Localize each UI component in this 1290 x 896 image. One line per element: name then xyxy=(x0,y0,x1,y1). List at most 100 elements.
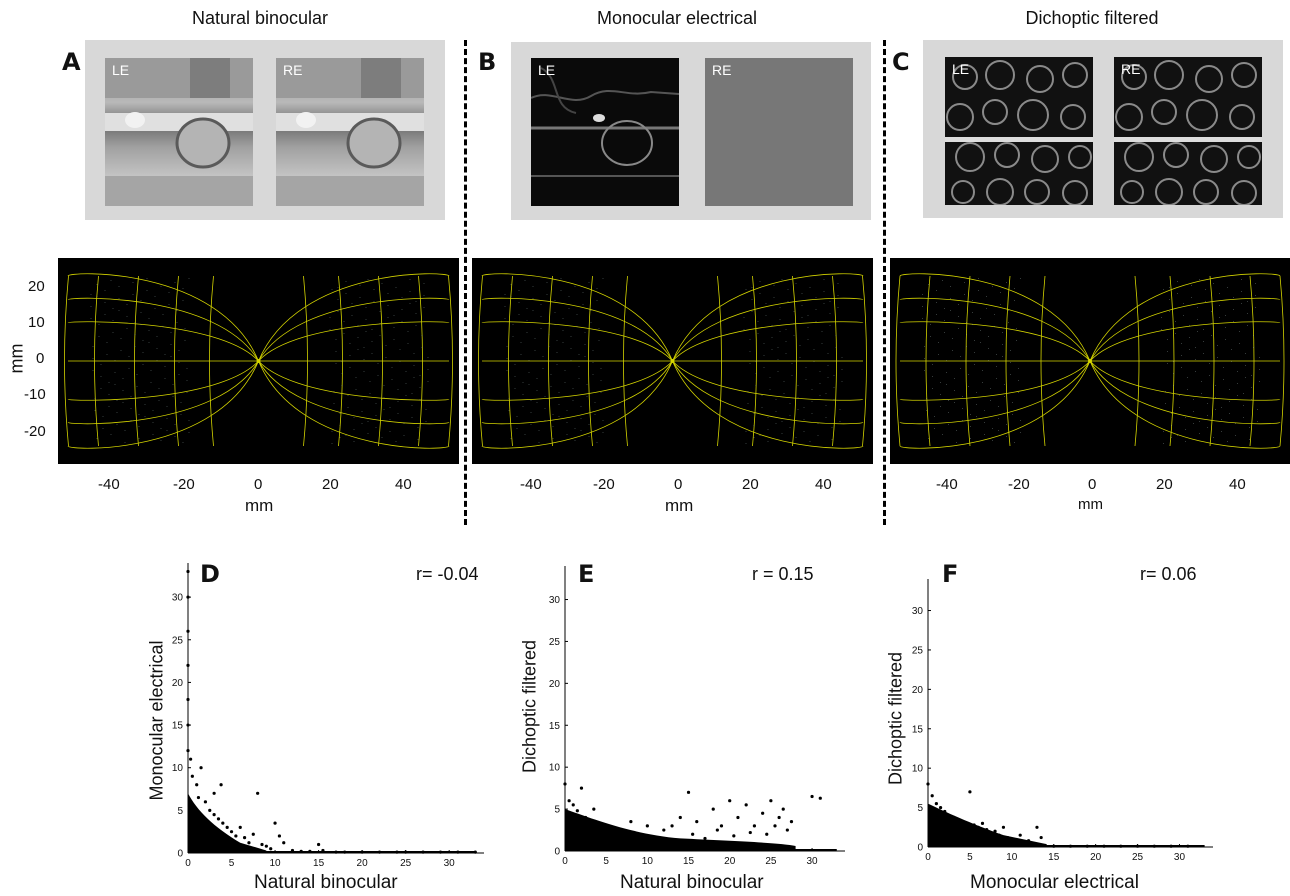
x-tick-label: 20 xyxy=(724,856,736,867)
map-speckle-dot xyxy=(132,294,134,295)
map-speckle-dot xyxy=(580,430,582,431)
map-speckle-dot xyxy=(504,318,506,319)
scatter-point xyxy=(404,850,408,854)
map-speckle-dot xyxy=(178,362,180,363)
map-speckle-dot xyxy=(520,342,522,343)
map-speckle-dot xyxy=(811,413,813,414)
map-x-tick: 40 xyxy=(815,476,832,493)
map-speckle-dot xyxy=(524,434,526,435)
map-speckle-dot xyxy=(928,438,929,439)
map-speckle-dot xyxy=(602,432,604,433)
map-speckle-dot xyxy=(974,364,975,365)
map-speckle-dot xyxy=(180,402,182,403)
map-speckle-dot xyxy=(399,349,401,350)
map-speckle-dot xyxy=(990,400,991,401)
map-speckle-dot xyxy=(526,332,528,333)
map-speckle-dot xyxy=(837,307,839,308)
map-speckle-dot xyxy=(1227,287,1228,288)
scatter-point xyxy=(290,848,295,853)
map-speckle-dot xyxy=(102,416,104,417)
map-speckle-dot xyxy=(757,333,759,334)
map-speckle-dot xyxy=(1181,367,1182,368)
map-x-tick: 0 xyxy=(254,476,263,493)
map-center-point xyxy=(1088,359,1092,363)
map-speckle-dot xyxy=(134,334,136,335)
map-speckle-dot xyxy=(745,431,747,432)
map-speckle-dot xyxy=(942,280,943,281)
map-speckle-dot xyxy=(558,404,560,405)
map-speckle-dot xyxy=(813,361,815,362)
map-speckle-dot xyxy=(337,287,339,288)
map-speckle-dot xyxy=(922,294,923,295)
map-speckle-dot xyxy=(534,338,536,339)
map-speckle-dot xyxy=(998,406,999,407)
map-speckle-dot xyxy=(767,429,769,430)
map-speckle-dot xyxy=(785,329,787,330)
map-speckle-dot xyxy=(554,312,556,313)
map-speckle-dot xyxy=(122,390,124,391)
map-speckle-dot xyxy=(1229,413,1230,414)
map-speckle-dot xyxy=(980,318,981,319)
map-speckle-dot xyxy=(186,380,188,381)
scatter-point xyxy=(736,815,740,820)
map-speckle-dot xyxy=(401,297,403,298)
map-eccentricity-line xyxy=(792,275,797,447)
map-speckle-dot xyxy=(1167,339,1168,340)
scatter-point xyxy=(1085,844,1089,848)
map-speckle-dot xyxy=(938,354,939,355)
map-speckle-dot xyxy=(516,428,518,429)
scatter-point xyxy=(938,805,943,810)
map-speckle-dot xyxy=(777,359,779,360)
scatter-point xyxy=(208,808,212,812)
map-speckle-dot xyxy=(566,422,568,423)
map-speckle-dot xyxy=(538,430,540,431)
map-speckle-dot xyxy=(767,441,769,442)
map-speckle-dot xyxy=(992,428,993,429)
map-grid-arc xyxy=(67,360,259,449)
map-speckle-dot xyxy=(755,361,757,362)
map-speckle-dot xyxy=(950,286,951,287)
map-speckle-dot xyxy=(992,440,993,441)
map-grid-arc xyxy=(481,360,673,401)
scatter-point xyxy=(264,844,268,848)
map-speckle-dot xyxy=(512,336,514,337)
map-speckle-dot xyxy=(1185,417,1186,418)
map-speckle-dot xyxy=(104,302,106,303)
map-speckle-dot xyxy=(540,304,542,305)
map-speckle-dot xyxy=(600,392,602,393)
map-speckle-dot xyxy=(1255,295,1256,296)
map-speckle-dot xyxy=(1237,383,1238,384)
map-speckle-dot xyxy=(1169,299,1170,300)
scatter-point xyxy=(930,794,934,798)
map-speckle-dot xyxy=(142,340,144,341)
map-speckle-dot xyxy=(359,297,361,298)
map-speckle-dot xyxy=(1225,315,1226,316)
map-speckle-dot xyxy=(367,433,369,434)
map-speckle-dot xyxy=(970,414,971,415)
map-speckle-dot xyxy=(833,387,835,388)
map-speckle-dot xyxy=(1004,396,1005,397)
scatter-point xyxy=(732,834,736,838)
map-speckle-dot xyxy=(813,349,815,350)
map-speckle-dot xyxy=(1010,362,1011,363)
map-speckle-dot xyxy=(367,279,369,280)
map-x-tick: -20 xyxy=(173,476,195,493)
map-speckle-dot xyxy=(552,426,554,427)
scatter-point xyxy=(199,766,203,770)
map-speckle-dot xyxy=(749,351,751,352)
scatter-point xyxy=(588,820,592,824)
map-speckle-dot xyxy=(783,381,785,382)
map-speckle-dot xyxy=(1215,409,1216,410)
x-tick-label: 0 xyxy=(562,856,568,867)
scatter-point xyxy=(980,821,985,825)
map-speckle-dot xyxy=(142,352,144,353)
map-speckle-dot xyxy=(1020,278,1021,279)
map-speckle-dot xyxy=(960,356,961,357)
left-eye-label: LE xyxy=(538,62,556,78)
map-speckle-dot xyxy=(415,301,417,302)
map-speckle-dot xyxy=(393,327,395,328)
scatter-point xyxy=(321,848,325,853)
map-grid-arc xyxy=(481,360,673,425)
scatter-point xyxy=(752,824,757,828)
scatter-point xyxy=(993,829,997,833)
